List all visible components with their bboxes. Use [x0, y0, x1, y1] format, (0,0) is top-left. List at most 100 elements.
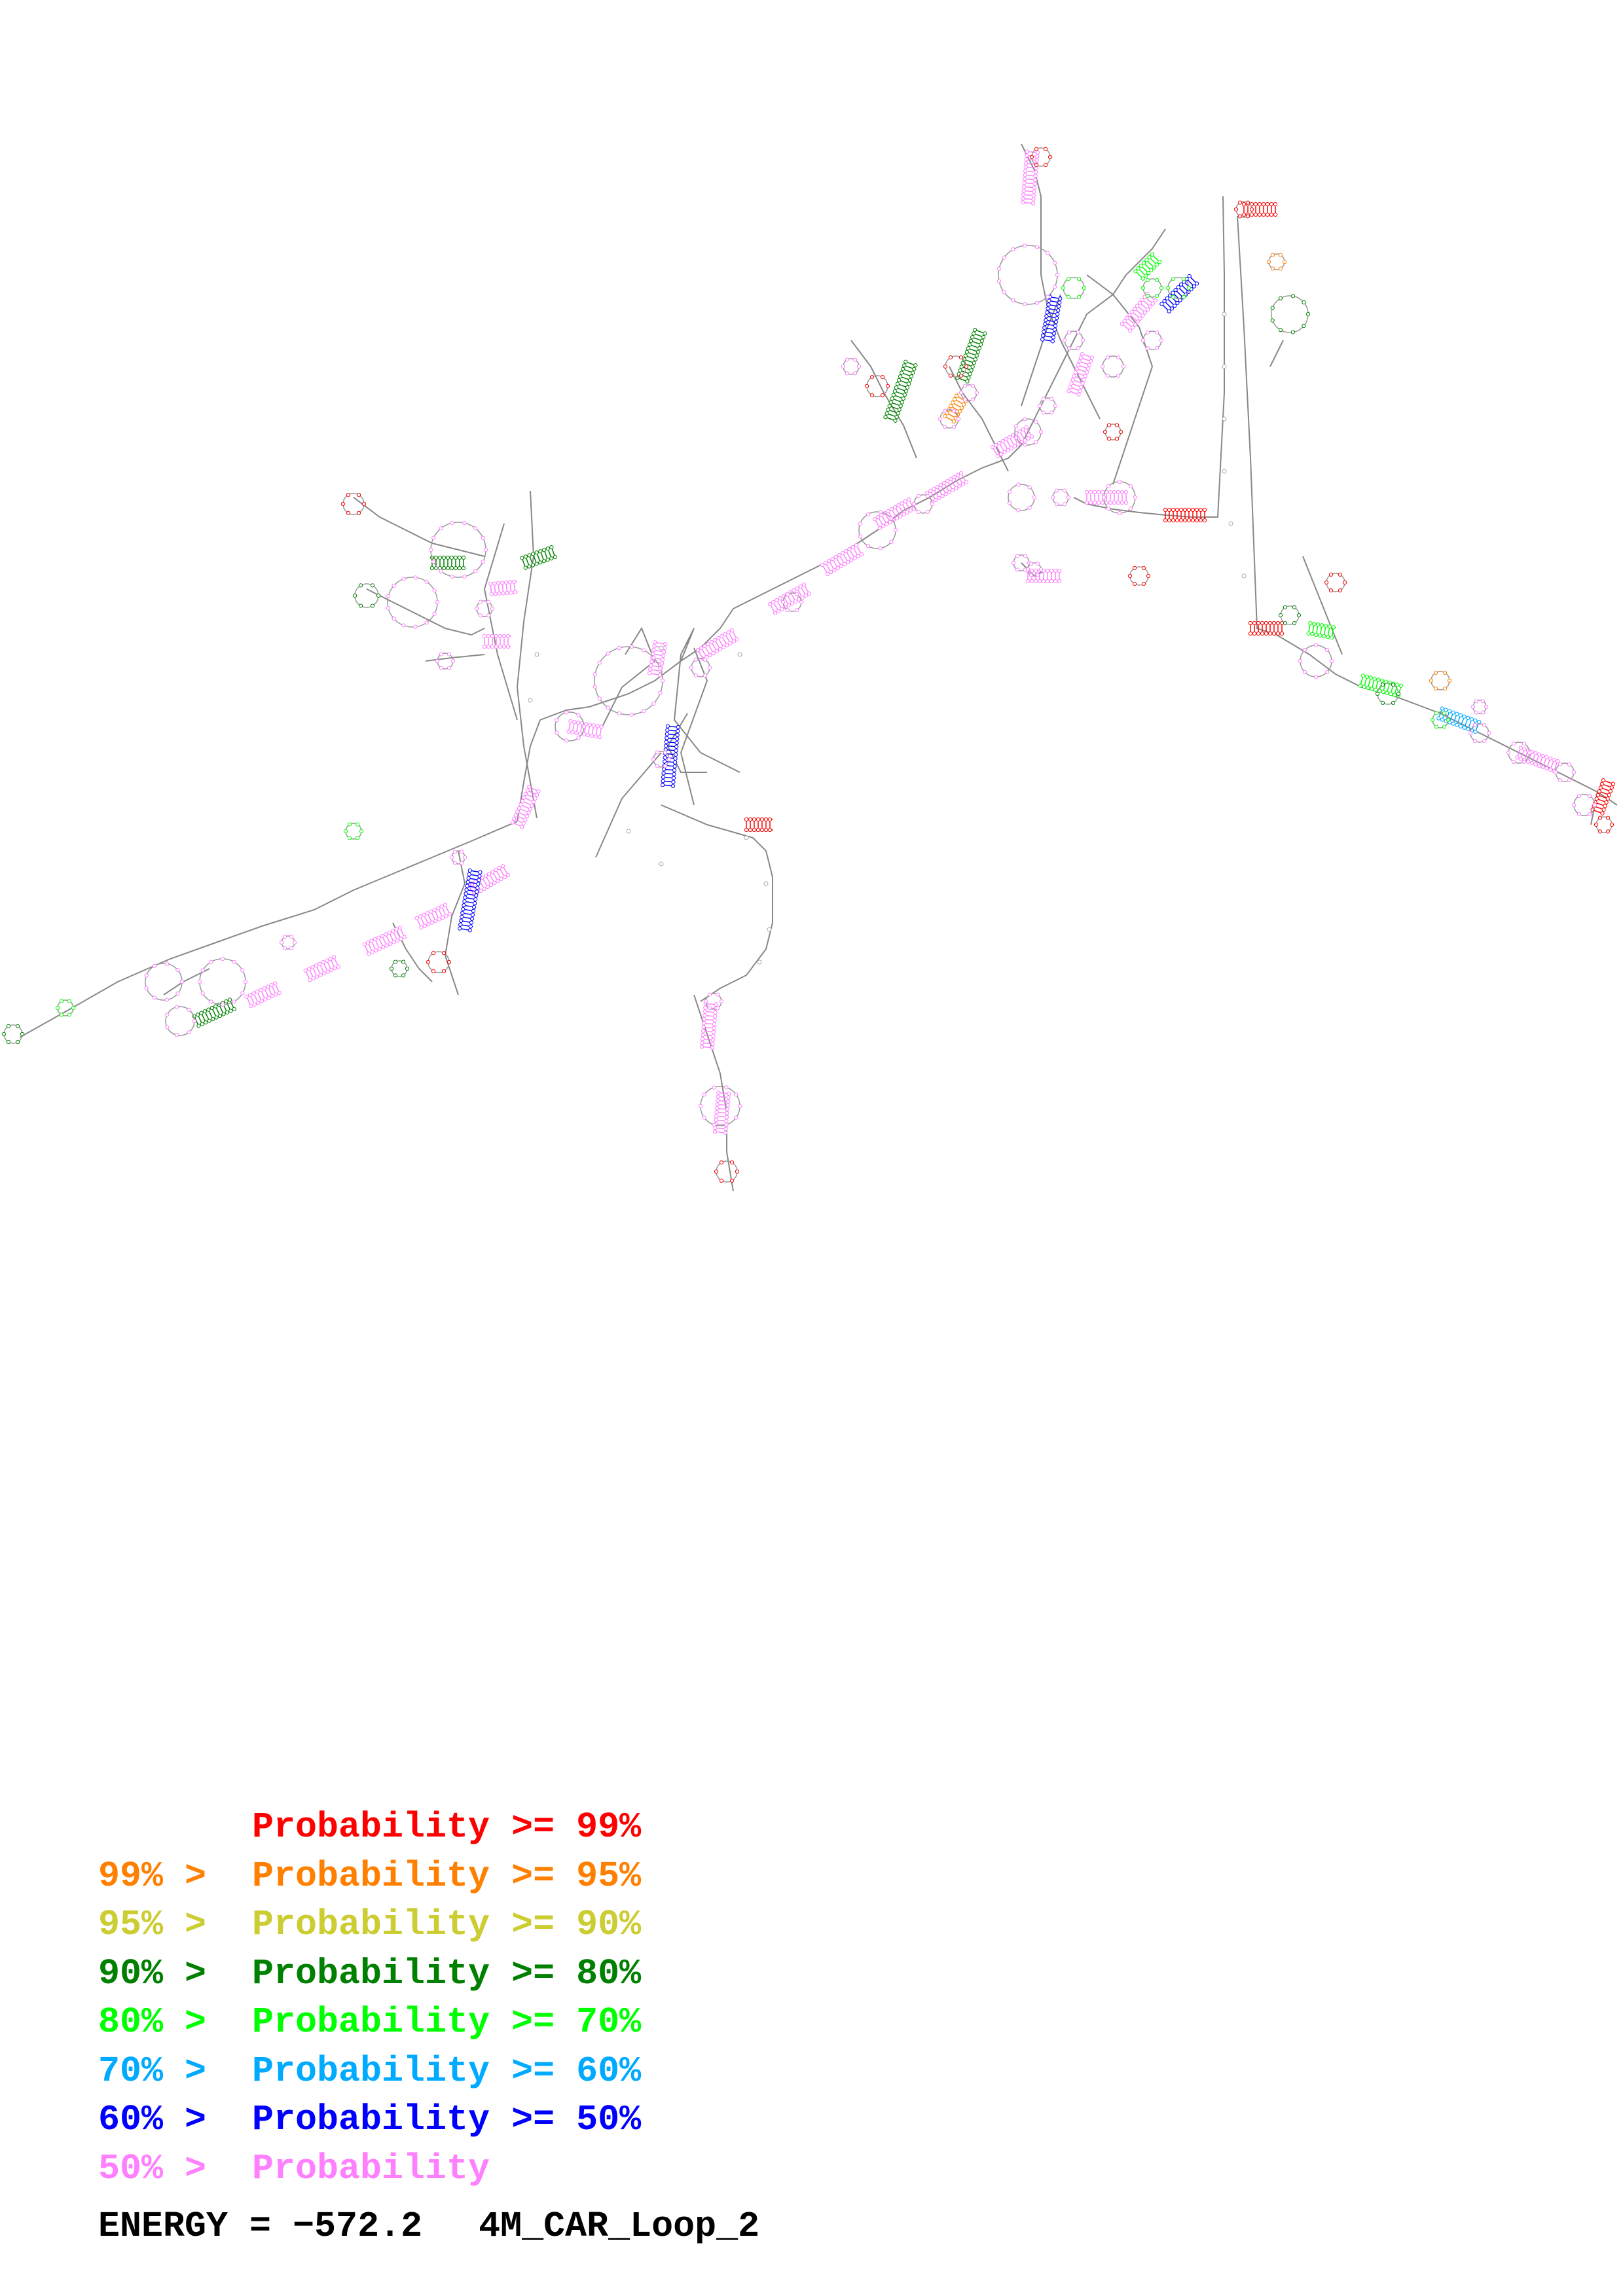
- nucleotide: [1034, 158, 1039, 163]
- nucleotide: [1056, 308, 1061, 313]
- hairpin-loop: [943, 355, 969, 378]
- nucleotide: [520, 798, 525, 804]
- nucleotide: [657, 673, 662, 677]
- nucleotide: [896, 411, 900, 416]
- nucleotide: [968, 338, 974, 343]
- nucleotide: [1076, 295, 1082, 299]
- nucleotide: [1275, 620, 1281, 626]
- nucleotide: [776, 609, 781, 614]
- nucleotide: [900, 400, 904, 404]
- nucleotide: [1004, 437, 1008, 442]
- nucleotide: [461, 565, 466, 571]
- nucleotide: [1015, 554, 1020, 558]
- nucleotide: [164, 961, 169, 966]
- hairpin-loop: [698, 1085, 742, 1127]
- legend-lower-bound: 80% >: [98, 2001, 207, 2043]
- hairpin-loop: [165, 1005, 197, 1037]
- nucleotide: [773, 611, 778, 616]
- nucleotide: [958, 390, 964, 395]
- nucleotide: [1159, 285, 1164, 291]
- nucleotide: [1245, 214, 1250, 219]
- nucleotide: [1442, 725, 1447, 729]
- nucleotide: [1034, 245, 1040, 249]
- nucleotide: [1072, 374, 1076, 378]
- backbone-segment: [625, 626, 655, 662]
- nucleotide: [1133, 322, 1137, 327]
- nucleotide: [845, 357, 850, 362]
- nucleotide: [1171, 507, 1176, 512]
- nucleotide: [1145, 294, 1150, 298]
- nucleotide: [243, 979, 248, 984]
- nucleotide: [1271, 631, 1277, 636]
- nucleotide: [1290, 330, 1296, 334]
- nucleotide: [1556, 759, 1560, 764]
- nucleotide: [401, 623, 406, 628]
- nucleotide: [701, 1025, 706, 1030]
- nucleotide: [960, 482, 965, 487]
- nucleotide: [1162, 299, 1167, 304]
- helix: [488, 579, 518, 597]
- nucleotide: [729, 1178, 735, 1183]
- nucleotide: [1034, 147, 1039, 151]
- legend-lower-bound: 50% >: [98, 2147, 207, 2189]
- nucleotide: [1278, 253, 1283, 257]
- nucleotide: [956, 416, 961, 422]
- nucleotide: [1322, 634, 1326, 639]
- nucleotide: [711, 651, 716, 656]
- nucleotide: [1025, 149, 1029, 154]
- hairpin-loop: [864, 375, 890, 398]
- nucleotide: [15, 1024, 20, 1029]
- nucleotide: [997, 440, 1002, 446]
- structure-name: 4M_CAR_Loop_2: [479, 2206, 760, 2247]
- nucleotide: [1135, 319, 1140, 324]
- backbone-segment: [1237, 215, 1618, 806]
- backbone-segment: [1302, 556, 1343, 655]
- backbone-segment: [483, 523, 518, 721]
- nucleotide: [712, 1130, 718, 1134]
- nucleotide: [798, 584, 803, 589]
- nucleotide: [591, 723, 596, 728]
- nucleotide: [951, 425, 957, 429]
- nucleotide: [572, 720, 577, 725]
- loop-backbone: [1104, 423, 1122, 440]
- legend-row: 99% > Probability >= 95%: [98, 1852, 641, 1901]
- nucleotide: [852, 556, 857, 561]
- helix: [699, 1001, 718, 1050]
- nucleotide: [1105, 373, 1110, 378]
- nucleotide: [698, 1103, 703, 1109]
- nucleotide: [661, 771, 666, 776]
- nucleotide: [521, 821, 526, 826]
- nucleotide: [1146, 573, 1151, 579]
- nucleotide: [55, 1005, 60, 1011]
- nucleotide: [576, 721, 581, 725]
- nucleotide: [1158, 260, 1162, 264]
- backbone-segment: [1021, 294, 1061, 406]
- nucleotide: [1043, 321, 1048, 327]
- nucleotide: [228, 1009, 233, 1013]
- nucleotide: [716, 1090, 721, 1095]
- nucleotide: [402, 935, 407, 939]
- loop-backbone: [1102, 355, 1124, 378]
- nucleotide: [464, 891, 468, 896]
- nucleotide: [1306, 631, 1311, 636]
- nucleotide: [887, 404, 892, 408]
- nucleotide: [737, 652, 742, 657]
- nucleotide: [841, 550, 845, 556]
- nucleotide: [1112, 500, 1117, 505]
- nucleotide: [441, 555, 447, 560]
- nucleotide: [957, 409, 962, 414]
- nucleotide: [672, 768, 677, 772]
- nucleotide: [703, 999, 708, 1004]
- nucleotide: [1031, 193, 1036, 198]
- hairpin-loop: [1594, 816, 1614, 834]
- nucleotide: [433, 555, 439, 560]
- nucleotide: [1116, 490, 1121, 495]
- nucleotide: [1092, 500, 1097, 505]
- nucleotide: [1261, 212, 1266, 217]
- hairpin-loop: [1233, 200, 1254, 219]
- hairpin-loop: [1375, 683, 1401, 706]
- nucleotide: [898, 374, 903, 379]
- nucleotide: [1049, 579, 1054, 584]
- rna-secondary-structure: [1, 143, 1618, 1192]
- nucleotide: [1058, 296, 1063, 301]
